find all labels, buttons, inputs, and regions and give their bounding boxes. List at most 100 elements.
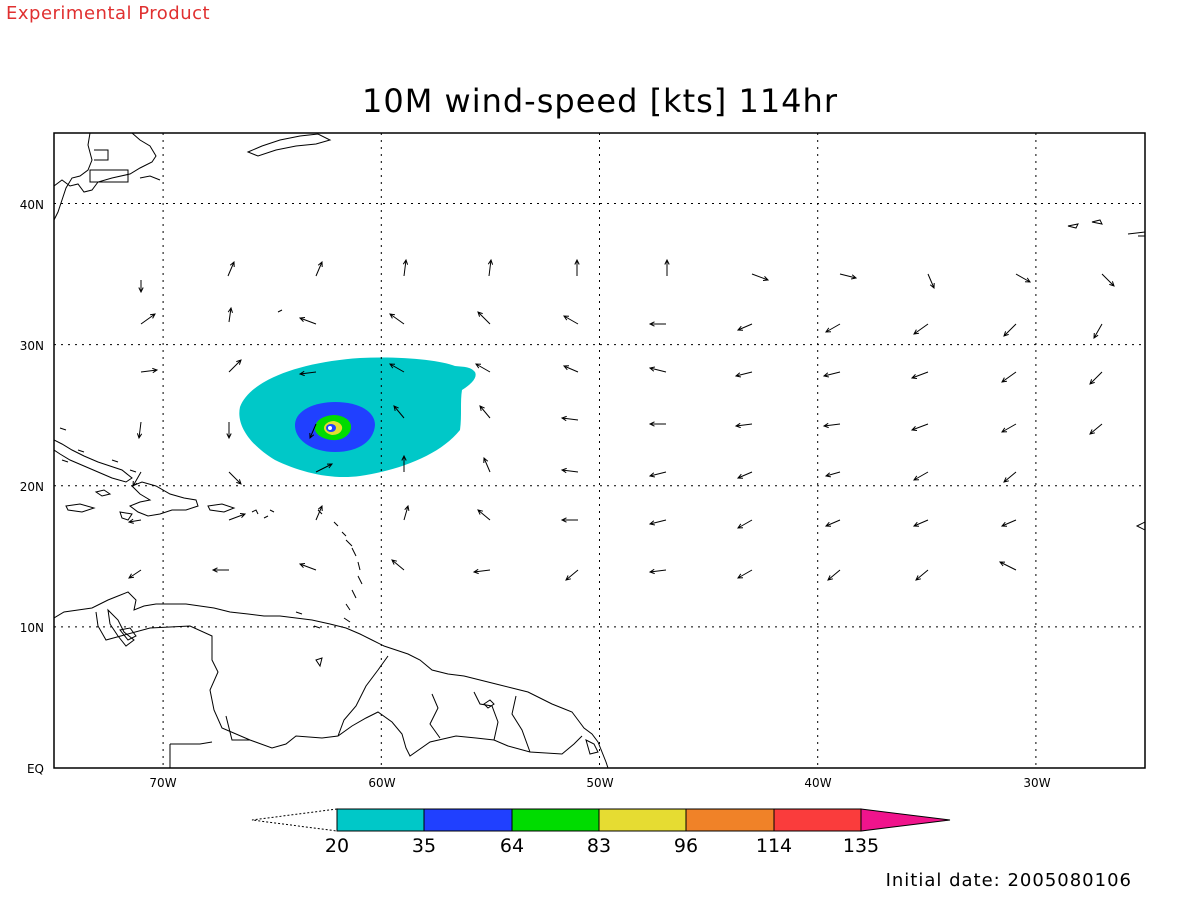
wind-vector-arrow (309, 423, 317, 440)
lat-tick-label: EQ (27, 762, 44, 776)
wind-vector-arrow (389, 363, 405, 373)
wind-vector-arrow (913, 471, 929, 481)
wind-vector-arrow (1000, 519, 1017, 527)
wind-vector-arrow (1089, 423, 1103, 435)
wind-vector-arrow (1001, 423, 1017, 433)
wind-vector-arrow (736, 323, 753, 331)
wind-vector-arrow (211, 567, 229, 573)
lesser-antilles (317, 509, 363, 623)
wind-vector-arrow (915, 569, 929, 581)
wind-vector-arrow (228, 359, 242, 373)
wind-vector-arrow (227, 306, 233, 323)
south-america-coast (54, 591, 609, 768)
wind-vector-arrow (298, 317, 317, 325)
wind-vector-arrow (824, 471, 841, 478)
us-northeast-coast (54, 133, 157, 221)
map-frame (53, 132, 1146, 769)
lon-tick-label: 70W (149, 776, 176, 790)
lat-tick-label: 20N (20, 480, 44, 494)
wind-vector-arrow (910, 423, 929, 431)
lon-tick-label: 50W (586, 776, 613, 790)
lat-lon-grid (54, 133, 1145, 768)
wind-vector-arrow (228, 513, 247, 521)
wind-vector-arrow (562, 365, 579, 373)
colorbar-segment-114-135 (773, 808, 862, 832)
longitude-labels: 70W 60W 50W 40W 30W (149, 776, 1050, 790)
wind-vector-arrow (483, 456, 491, 473)
wind-vector-arrow (391, 559, 405, 571)
wind-vector-arrow (565, 569, 579, 581)
cuba-coast (54, 439, 133, 483)
lat-tick-label: 40N (20, 198, 44, 212)
colorbar-level-label: 64 (500, 835, 524, 857)
wind-vector-arrow (315, 504, 323, 521)
wind-vector-arrow (227, 260, 235, 277)
wind-vector-arrow (736, 471, 753, 479)
colorbar-level-label: 96 (674, 835, 698, 857)
colorbar-segment-96-114 (685, 808, 775, 832)
wind-vector-arrow (402, 258, 409, 277)
wind-vector-arrow (228, 471, 242, 485)
wind-vector-arrow (226, 422, 232, 440)
wind-vector-arrow (1015, 273, 1031, 283)
wind-vector-arrow (648, 321, 666, 327)
lon-tick-label: 40W (804, 776, 831, 790)
lon-tick-label: 30W (1023, 776, 1050, 790)
wind-vector-arrow (822, 371, 841, 378)
lon-tick-label: 60W (368, 776, 395, 790)
wind-vector-arrow (751, 273, 770, 281)
wind-vector-arrow (839, 273, 858, 280)
wind-vector-arrow (315, 463, 334, 473)
wind-vector-arrow (138, 280, 144, 294)
colorbar-level-label: 83 (587, 835, 611, 857)
wind-vector-arrow (140, 367, 159, 374)
hispaniola-coast (128, 481, 199, 517)
colorbar-lower-triangle (251, 808, 338, 832)
lat-tick-label: 30N (20, 339, 44, 353)
wind-vector-arrow (560, 415, 579, 422)
wind-vector-arrow (737, 519, 753, 529)
lat-tick-label: 10N (20, 621, 44, 635)
wind-vector-arrow (472, 568, 491, 575)
wind-vector-arrow (1101, 273, 1115, 287)
nova-scotia-coast (246, 133, 332, 157)
wind-speed-shading (239, 357, 476, 478)
wind-vector-arrow (127, 518, 142, 524)
colorbar-segment-20-35 (336, 808, 425, 832)
wind-vector-arrow (648, 366, 667, 373)
wind-vector-arrow (998, 561, 1017, 571)
coastlines (54, 133, 1145, 768)
wind-vector-arrow (128, 569, 142, 579)
wind-vector-arrow (927, 273, 935, 290)
wind-vector-arrow (1003, 323, 1017, 337)
wind-vector-arrow (574, 258, 580, 276)
wind-vector-arrow (1093, 323, 1103, 339)
wind-vector-arrow (477, 311, 491, 325)
wind-vector-arrow (401, 454, 407, 472)
wind-vector-arrow (648, 568, 667, 575)
wind-vector-arrow (136, 421, 143, 440)
wind-vector-arrow (664, 258, 670, 276)
colorbar-level-label: 135 (843, 835, 879, 857)
colorbar-level-label: 114 (756, 835, 792, 857)
wind-vector-arrow (563, 315, 579, 325)
colorbar-level-label: 20 (325, 835, 349, 857)
wind-vector-arrow (132, 471, 142, 487)
latitude-labels: EQ 10N 20N 30N 40N (20, 198, 44, 776)
wind-vector-arrow (1001, 371, 1017, 383)
wind-vector-arrow (648, 471, 667, 478)
wind-vector-arrow (825, 323, 841, 333)
experimental-product-watermark: Experimental Product (6, 3, 211, 24)
colorbar-upper-triangle (860, 808, 951, 832)
initial-date-label: Initial date: 2005080106 (885, 870, 1132, 891)
wind-vector-arrow (737, 569, 753, 579)
wind-vector-arrow (913, 323, 929, 335)
wind-vector-arrow (477, 509, 491, 521)
wind-vector-arrow (479, 405, 491, 419)
wind-vector-arrow (560, 517, 578, 523)
wind-vector-arrow (403, 504, 410, 521)
wind-vector-arrow (648, 519, 667, 526)
wind-vector-arrow (1089, 371, 1103, 385)
wind-vector-arrow (298, 563, 317, 571)
